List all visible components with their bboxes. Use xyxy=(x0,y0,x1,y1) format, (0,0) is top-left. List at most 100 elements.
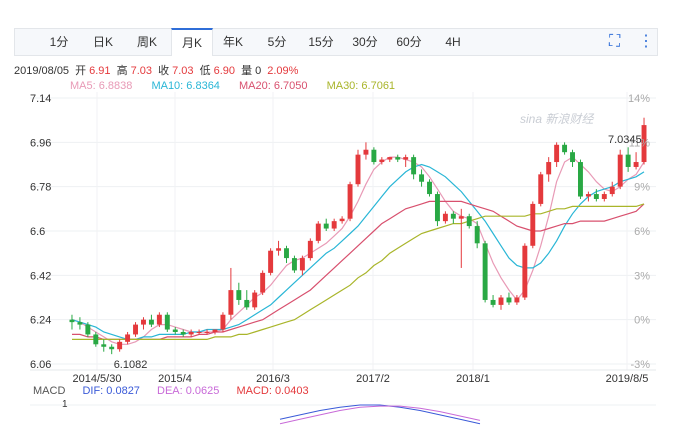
candle-body[interactable] xyxy=(434,194,440,222)
candle-body[interactable] xyxy=(585,194,591,197)
y-tick-label-right: 9% xyxy=(634,182,650,194)
candle-body[interactable] xyxy=(395,157,401,160)
candle-body[interactable] xyxy=(156,314,162,325)
candle-body[interactable] xyxy=(69,319,75,323)
candle-body[interactable] xyxy=(379,159,385,163)
candle-body[interactable] xyxy=(212,329,218,332)
candle-body[interactable] xyxy=(125,334,131,342)
candle-body[interactable] xyxy=(180,331,186,335)
low-annotation: 6.1082 xyxy=(114,359,148,371)
candle-body[interactable] xyxy=(466,216,472,227)
tab-6[interactable]: 15分 xyxy=(308,35,334,49)
candle-body[interactable] xyxy=(85,324,91,335)
quote-date: 2019/08/05 xyxy=(14,65,70,77)
candle-body[interactable] xyxy=(419,174,425,182)
tab-8[interactable]: 60分 xyxy=(396,35,422,49)
candle-body[interactable] xyxy=(633,162,639,167)
candle-body[interactable] xyxy=(164,314,170,330)
candle-body[interactable] xyxy=(506,297,512,303)
candle-body[interactable] xyxy=(172,329,178,332)
close-label: 收 xyxy=(158,65,170,77)
ma20-legend: MA20: 6.7050 xyxy=(239,80,308,92)
tab-7[interactable]: 30分 xyxy=(352,35,378,49)
candle-body[interactable] xyxy=(77,322,83,325)
candle-body[interactable] xyxy=(411,157,417,175)
candle-body[interactable] xyxy=(331,221,337,229)
candle-body[interactable] xyxy=(578,162,583,197)
candle-body[interactable] xyxy=(403,157,409,160)
candle-body[interactable] xyxy=(228,290,234,315)
candle-body[interactable] xyxy=(244,299,250,308)
x-tick-label: 2019/8/5 xyxy=(606,373,649,385)
candle-body[interactable] xyxy=(315,223,321,241)
macd-legend: MACD DIF: 0.0827 DEA: 0.0625 MACD: 0.040… xyxy=(33,385,323,397)
candle-body[interactable] xyxy=(188,331,194,335)
candle-body[interactable] xyxy=(148,319,154,325)
candle-body[interactable] xyxy=(482,243,488,300)
candle-body[interactable] xyxy=(252,292,258,308)
candle-body[interactable] xyxy=(117,341,123,350)
candle-body[interactable] xyxy=(562,144,568,153)
tab-5[interactable]: 5分 xyxy=(267,35,287,49)
fullscreen-icon[interactable]: ⛶ xyxy=(609,33,621,50)
y-tick-label-left: 6.78 xyxy=(30,182,51,194)
tab-9[interactable]: 4H xyxy=(445,35,461,49)
candle-body[interactable] xyxy=(387,157,393,160)
candle-body[interactable] xyxy=(101,344,107,347)
candle-body[interactable] xyxy=(641,125,647,163)
candle-body[interactable] xyxy=(522,245,528,298)
candle-body[interactable] xyxy=(474,226,480,244)
candle-body[interactable] xyxy=(268,250,274,273)
candle-body[interactable] xyxy=(538,174,544,204)
ma20-line xyxy=(72,200,645,340)
candle-body[interactable] xyxy=(196,331,202,333)
close-value: 7.03 xyxy=(172,65,194,77)
candle-body[interactable] xyxy=(514,297,520,303)
candle-body[interactable] xyxy=(307,240,313,259)
candle-body[interactable] xyxy=(530,203,536,246)
candle-body[interactable] xyxy=(363,149,369,155)
tab-2[interactable]: 周K xyxy=(136,35,157,49)
candle-body[interactable] xyxy=(450,213,456,219)
tab-1[interactable]: 日K xyxy=(92,35,113,49)
macd-title: MACD xyxy=(33,385,66,397)
candle-body[interactable] xyxy=(355,154,361,185)
candle-body[interactable] xyxy=(276,248,282,251)
candle-body[interactable] xyxy=(141,319,146,325)
x-tick-label: 2014/5/30 xyxy=(73,373,122,385)
y-tick-label-left: 6.06 xyxy=(30,359,51,371)
candle-body[interactable] xyxy=(109,346,115,350)
candle-body[interactable] xyxy=(593,194,599,199)
candle-body[interactable] xyxy=(490,299,496,305)
open-label: 开 xyxy=(75,65,87,77)
candle-body[interactable] xyxy=(204,331,210,333)
candle-body[interactable] xyxy=(93,334,99,345)
candle-body[interactable] xyxy=(601,194,607,199)
candle-body[interactable] xyxy=(347,184,353,219)
candle-body[interactable] xyxy=(617,154,623,187)
candle-body[interactable] xyxy=(339,218,345,222)
tab-4[interactable]: 年K xyxy=(222,35,243,49)
candle-body[interactable] xyxy=(498,297,504,305)
candle-body[interactable] xyxy=(371,149,377,163)
candle-body[interactable] xyxy=(625,154,631,167)
candle-body[interactable] xyxy=(546,162,552,175)
candle-body[interactable] xyxy=(299,258,305,271)
candle-body[interactable] xyxy=(323,223,329,229)
candle-body[interactable] xyxy=(570,152,575,163)
candle-body[interactable] xyxy=(554,144,560,163)
tab-3[interactable]: 月K xyxy=(171,28,213,56)
candle-body[interactable] xyxy=(442,213,448,222)
candle-body[interactable] xyxy=(260,272,266,293)
more-vertical-icon[interactable]: ⋮ xyxy=(638,33,654,50)
candle-body[interactable] xyxy=(291,258,297,271)
candle-body[interactable] xyxy=(427,181,432,195)
candle-body[interactable] xyxy=(236,290,242,300)
candle-body[interactable] xyxy=(133,324,138,335)
candle-body[interactable] xyxy=(284,248,289,259)
candle-body[interactable] xyxy=(220,314,226,330)
tab-0[interactable]: 1分 xyxy=(49,35,69,49)
candle-body[interactable] xyxy=(609,186,615,195)
candle-body[interactable] xyxy=(458,216,464,219)
